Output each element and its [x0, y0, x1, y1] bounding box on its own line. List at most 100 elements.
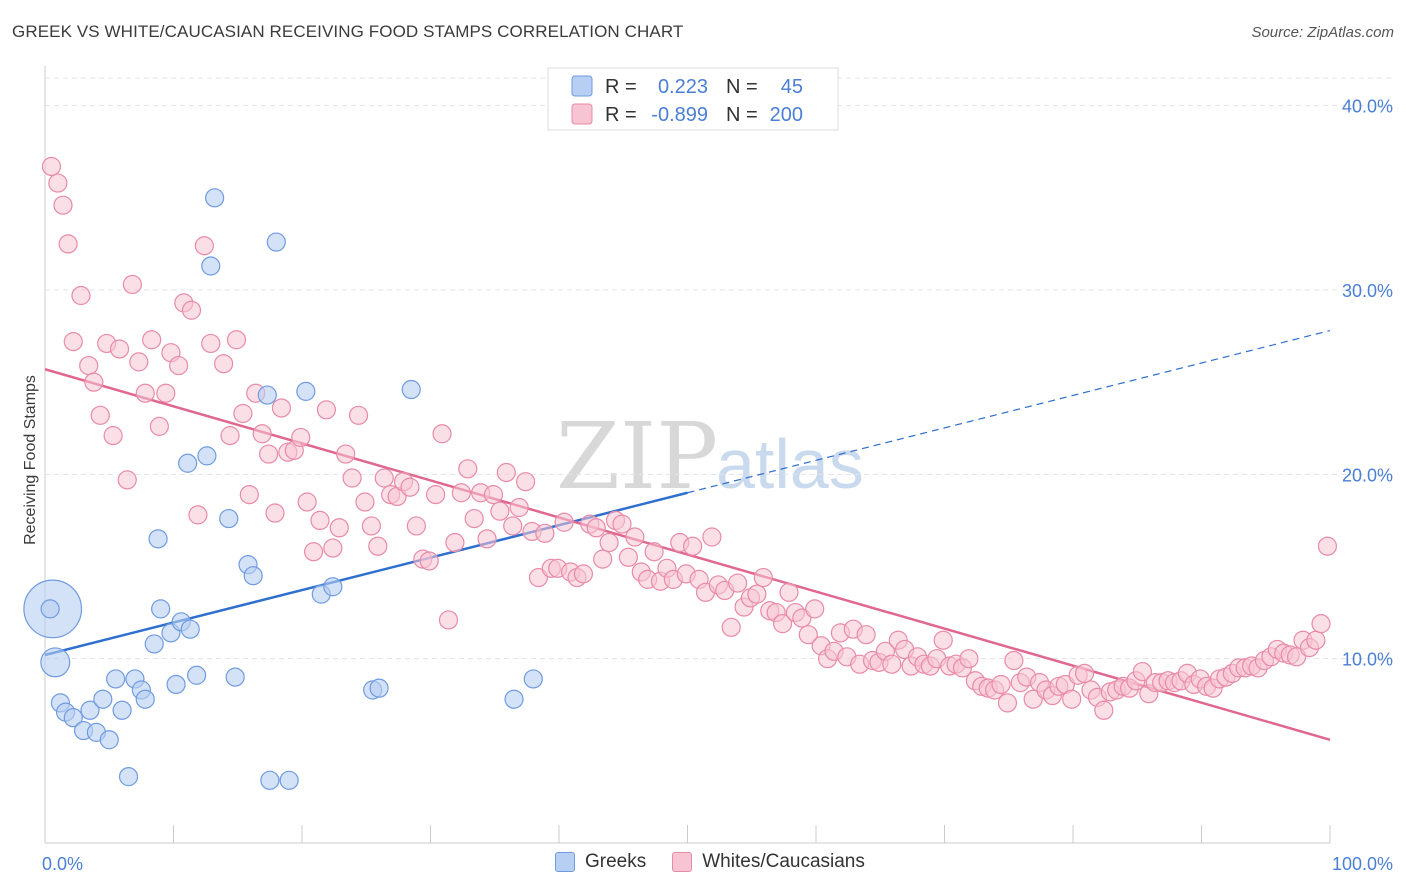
whites-point	[122, 274, 142, 295]
legend-n-label-whites: N =	[726, 104, 758, 126]
whites-point	[483, 485, 504, 505]
bottom-legend-label-greeks: Greeks	[585, 851, 647, 872]
whites-point	[336, 444, 356, 464]
whites-point	[310, 510, 330, 531]
whites-point	[48, 173, 68, 193]
legend-r-label-whites: R =	[605, 104, 637, 126]
greeks-point	[523, 669, 543, 689]
whites-point	[265, 503, 285, 523]
greeks-point	[40, 647, 71, 678]
whites-point	[84, 372, 104, 392]
watermark-atlas: atlas	[716, 425, 864, 503]
legend-swatch-greeks	[571, 75, 593, 97]
whites-point	[753, 567, 773, 588]
whites-point	[303, 542, 324, 562]
whites-point	[438, 610, 459, 630]
whites-point	[297, 492, 317, 512]
greeks-trend-extension	[687, 329, 1331, 494]
greeks-point	[266, 232, 286, 252]
whites-point	[103, 426, 123, 446]
whites-point	[618, 547, 638, 567]
whites-point	[644, 542, 664, 562]
whites-point	[316, 400, 337, 420]
whites-point	[772, 614, 793, 634]
greeks-point	[243, 566, 263, 586]
whites-point	[63, 332, 83, 352]
greeks-point	[257, 385, 277, 405]
whites-point	[747, 584, 767, 604]
whites-point	[90, 405, 110, 425]
whites-point	[239, 485, 259, 505]
whites-point	[882, 654, 902, 674]
whites-point	[683, 536, 703, 556]
whites-point	[1094, 700, 1114, 720]
whites-point	[252, 424, 272, 444]
whites-point	[53, 195, 73, 215]
legend-n-label-greeks: N =	[726, 76, 758, 98]
legend-n-value-whites: 200	[770, 104, 803, 126]
axes	[44, 66, 1331, 844]
whites-point	[348, 405, 369, 425]
whites-point	[194, 236, 214, 256]
bottom-legend-greeks: Greeks	[555, 851, 646, 873]
whites-point	[233, 403, 253, 424]
whites-point	[721, 617, 741, 637]
whites-point	[451, 483, 471, 503]
greeks-point	[63, 708, 83, 728]
whites-point	[805, 599, 825, 619]
whites-point	[1062, 689, 1082, 709]
y-tick-label: 20.0%	[1342, 465, 1393, 485]
greeks-point	[178, 453, 198, 473]
whites-point	[503, 516, 523, 536]
whites-point	[1132, 661, 1152, 682]
whites-point	[586, 518, 606, 538]
greeks-points	[23, 188, 543, 790]
whites-point	[490, 501, 510, 521]
whites-point	[220, 426, 240, 446]
whites-point	[509, 497, 529, 518]
greeks-point	[148, 529, 168, 549]
whites-point	[1311, 614, 1331, 634]
whites-point	[361, 516, 381, 536]
greeks-point	[279, 770, 299, 790]
whites-point	[798, 625, 818, 645]
whites-point	[129, 352, 149, 372]
legend-swatch-whites	[571, 103, 593, 125]
greeks-point	[197, 446, 217, 466]
greeks-point	[323, 577, 343, 597]
greeks-point	[151, 599, 171, 619]
whites-point	[856, 625, 876, 645]
watermark-zip: ZIP	[556, 403, 718, 510]
whites-point	[419, 551, 439, 571]
whites-point	[156, 383, 176, 403]
whites-point	[329, 518, 349, 538]
whites-point	[149, 416, 169, 436]
whites-point	[625, 527, 645, 547]
whites-point	[117, 470, 137, 490]
greeks-point	[40, 599, 60, 619]
whites-point	[554, 512, 574, 532]
whites-point	[41, 156, 62, 177]
legend-r-label-greeks: R =	[605, 76, 637, 98]
greeks-point	[401, 379, 421, 400]
greeks-point	[187, 665, 207, 685]
whites-point	[515, 472, 536, 492]
greeks-point	[219, 508, 239, 529]
greeks-trend-line	[44, 491, 688, 657]
whites-point	[991, 674, 1011, 695]
chart-title: GREEK VS WHITE/CAUCASIAN RECEIVING FOOD …	[12, 22, 684, 41]
whites-point	[188, 505, 208, 525]
y-tick-label: 40.0%	[1342, 97, 1393, 117]
whites-point	[342, 468, 362, 488]
greeks-point	[369, 678, 389, 698]
legend-r-value-whites: -0.899	[651, 104, 708, 126]
greeks-point	[118, 767, 139, 787]
whites-point	[109, 339, 130, 359]
whites-point	[573, 564, 594, 584]
whites-point	[135, 383, 155, 403]
whites-point	[58, 234, 78, 254]
legend: R = 0.223 N = 45 R = -0.899 N = 200	[547, 67, 839, 131]
greeks-point	[112, 700, 132, 720]
greeks-point	[260, 770, 280, 790]
